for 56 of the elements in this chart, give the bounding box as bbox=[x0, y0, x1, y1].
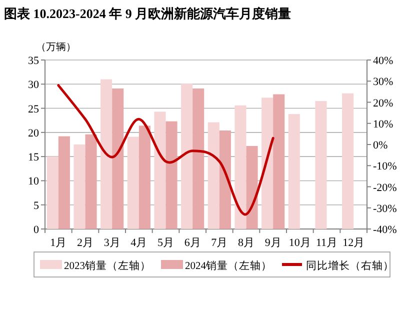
bar bbox=[58, 136, 70, 229]
y2-tick-label: -10% bbox=[373, 160, 397, 173]
y2-tick-label: 0% bbox=[373, 140, 388, 152]
bar bbox=[273, 94, 285, 229]
bar bbox=[74, 144, 86, 229]
y-tick-label: 35 bbox=[28, 55, 40, 67]
bar bbox=[234, 105, 246, 229]
y2-tick-label: -20% bbox=[373, 182, 397, 194]
bar bbox=[246, 146, 258, 229]
legend-label: 2024销量（左轴） bbox=[185, 259, 272, 272]
y-tick-label: 25 bbox=[28, 103, 40, 116]
y-tick-label: 20 bbox=[28, 127, 40, 140]
y2-tick-label: 10% bbox=[373, 118, 394, 130]
y-tick-label: 10 bbox=[28, 176, 40, 188]
bar bbox=[208, 122, 220, 229]
x-tick-label: 12月 bbox=[342, 237, 365, 249]
bar bbox=[219, 130, 231, 229]
y2-tick-label: 20% bbox=[373, 97, 394, 110]
y-axis-title: （万辆） bbox=[36, 41, 76, 53]
bar bbox=[315, 101, 327, 229]
bar bbox=[154, 112, 166, 229]
x-tick-label: 11月 bbox=[316, 237, 338, 249]
bar bbox=[181, 84, 193, 229]
bar bbox=[112, 88, 124, 229]
chart-title: 图表 10.2023-2024 年 9 月欧洲新能源汽车月度销量 bbox=[4, 6, 292, 21]
x-tick-label: 4月 bbox=[130, 237, 148, 249]
legend-label: 同比增长（右轴） bbox=[306, 259, 394, 272]
bar bbox=[46, 156, 58, 229]
y-tick-label: 15 bbox=[28, 152, 40, 164]
x-tick-label: 7月 bbox=[211, 237, 228, 249]
x-tick-label: 5月 bbox=[158, 237, 174, 249]
y-tick-label: 30 bbox=[28, 79, 40, 92]
y2-tick-label: 30% bbox=[373, 76, 394, 88]
bar bbox=[100, 79, 112, 229]
line-series bbox=[57, 84, 274, 216]
bar bbox=[342, 93, 354, 229]
y2-tick-label: -30% bbox=[373, 202, 397, 215]
bar bbox=[262, 98, 274, 229]
y-tick-label: 5 bbox=[34, 200, 40, 212]
y2-tick-label: -40% bbox=[373, 224, 397, 236]
x-tick-label: 2月 bbox=[77, 237, 94, 249]
bar bbox=[288, 114, 300, 229]
x-tick-label: 3月 bbox=[104, 237, 120, 249]
y2-tick-label: 40% bbox=[373, 55, 394, 67]
bar bbox=[166, 121, 178, 229]
y-tick-label: 0 bbox=[34, 224, 40, 236]
bar bbox=[127, 136, 139, 229]
x-tick-label: 10月 bbox=[288, 237, 311, 249]
x-tick-label: 1月 bbox=[50, 237, 67, 249]
bar bbox=[138, 126, 150, 229]
x-tick-label: 9月 bbox=[264, 237, 282, 249]
legend-label: 2023销量（左轴） bbox=[64, 259, 151, 272]
bar bbox=[85, 134, 97, 229]
bar bbox=[192, 88, 204, 229]
x-tick-label: 6月 bbox=[184, 237, 201, 249]
x-tick-label: 8月 bbox=[238, 237, 254, 249]
